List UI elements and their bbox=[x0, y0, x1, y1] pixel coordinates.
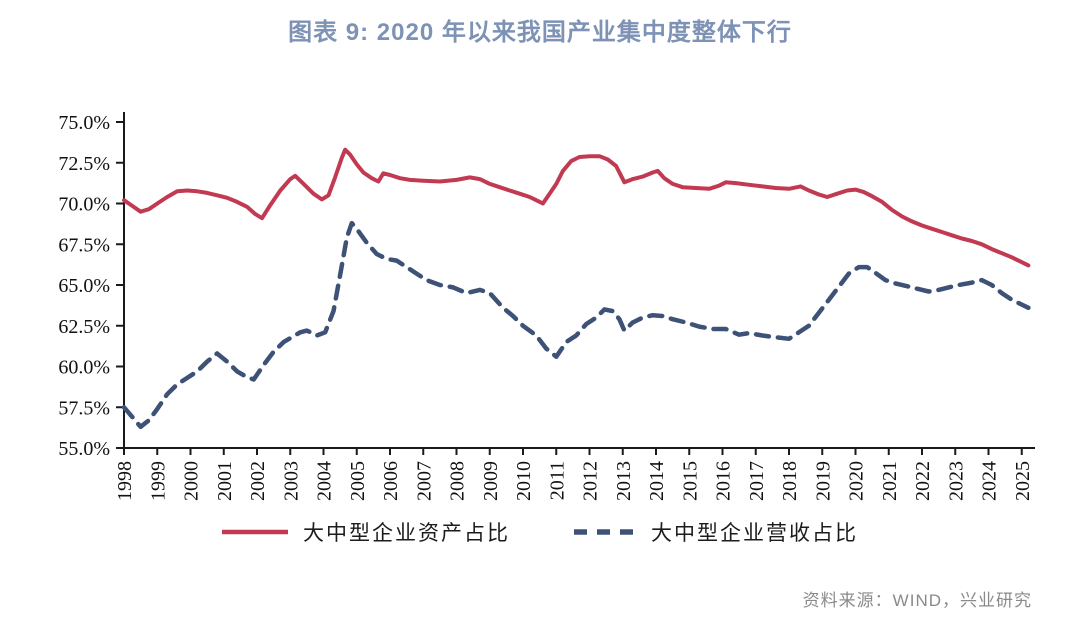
x-tick-label: 2018 bbox=[779, 461, 801, 501]
legend-label-asset-share: 大中型企业资产占比 bbox=[303, 521, 510, 545]
x-tick-label: 2002 bbox=[247, 461, 269, 501]
x-tick-label: 2012 bbox=[580, 461, 602, 501]
y-tick-label: 70.0% bbox=[58, 194, 110, 216]
x-tick-label: 2015 bbox=[679, 461, 701, 501]
y-tick-label: 57.5% bbox=[58, 397, 110, 419]
x-tick-label: 2016 bbox=[713, 461, 735, 501]
dashed-line-swatch-icon bbox=[574, 529, 636, 535]
x-tick-label: 2001 bbox=[214, 461, 236, 501]
y-tick-label: 75.0% bbox=[58, 112, 110, 134]
x-tick-label: 2011 bbox=[546, 461, 568, 500]
axes bbox=[123, 112, 1035, 449]
x-tick-label: 2008 bbox=[447, 461, 469, 501]
x-tick-label: 2006 bbox=[380, 461, 402, 501]
x-tick-label: 2023 bbox=[945, 461, 967, 501]
y-tick-label: 67.5% bbox=[58, 234, 110, 256]
x-tick-label: 2005 bbox=[347, 461, 369, 501]
y-tick-label: 62.5% bbox=[58, 316, 110, 338]
y-tick-label: 55.0% bbox=[58, 438, 110, 460]
x-tick-label: 2010 bbox=[513, 461, 535, 501]
x-tick-label: 2007 bbox=[413, 461, 435, 501]
y-tick-label: 65.0% bbox=[58, 275, 110, 297]
legend-label-revenue-share: 大中型企业营收占比 bbox=[651, 521, 858, 545]
chart-legend: 大中型企业资产占比 大中型企业营收占比 bbox=[0, 517, 1080, 547]
x-axis-ticks: 1998 1999 2000 2001 2002 2003 2004 2005 2006 2007… bbox=[114, 448, 1034, 501]
series-line-0 bbox=[122, 147, 1031, 268]
x-tick-label: 2017 bbox=[746, 461, 768, 501]
x-tick-label: 2025 bbox=[1012, 461, 1034, 501]
y-axis-ticks: 75.0% 72.5% 70.0% 67.5% 65.0% 62.5% 60.0% 57.5%… bbox=[58, 112, 124, 460]
x-tick-label: 2020 bbox=[846, 461, 868, 501]
x-tick-label: 1999 bbox=[147, 461, 169, 501]
chart-title: 图表 9: 2020 年以来我国产业集中度整体下行 bbox=[288, 19, 792, 46]
solid-line-swatch-icon bbox=[222, 529, 288, 535]
x-tick-label: 2019 bbox=[812, 461, 834, 501]
x-tick-label: 2013 bbox=[613, 461, 635, 501]
x-tick-label: 2024 bbox=[979, 461, 1001, 501]
x-tick-label: 2014 bbox=[646, 461, 668, 501]
y-tick-label: 72.5% bbox=[58, 153, 110, 175]
x-tick-label: 2000 bbox=[181, 461, 203, 501]
source-note: 资料来源：WIND，兴业研究 bbox=[802, 591, 1032, 610]
x-tick-label: 1998 bbox=[114, 461, 136, 501]
x-tick-label: 2004 bbox=[314, 461, 336, 501]
legend-item-asset-share: 大中型企业资产占比 bbox=[222, 517, 510, 547]
series-line-1 bbox=[121, 220, 1031, 430]
x-tick-label: 2003 bbox=[280, 461, 302, 501]
y-tick-label: 60.0% bbox=[58, 357, 110, 379]
x-tick-label: 2022 bbox=[912, 461, 934, 501]
legend-item-revenue-share: 大中型企业营收占比 bbox=[574, 517, 858, 547]
x-tick-label: 2009 bbox=[480, 461, 502, 501]
x-tick-label: 2021 bbox=[879, 461, 901, 501]
